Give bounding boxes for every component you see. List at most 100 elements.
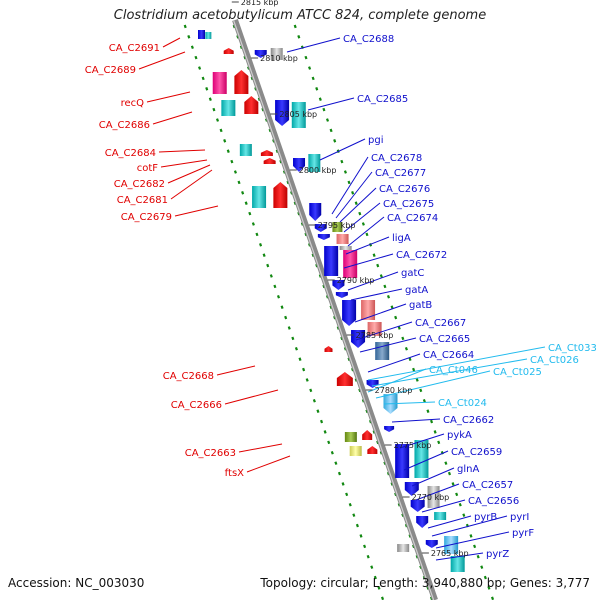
ruler-label: 2810 kbp [260, 54, 298, 63]
gene-feature-34 [366, 380, 379, 388]
gene-feature-27 [332, 280, 345, 290]
gene-feature-4 [212, 72, 227, 94]
right-gene-leader [399, 433, 445, 449]
backbone-highlight [232, 19, 435, 600]
genome-summary-text: Topology: circular; Length: 3,940,880 bp… [260, 576, 590, 590]
gene-feature-7 [244, 96, 259, 114]
gene-feature-6 [221, 100, 236, 116]
gene-feature-11 [252, 186, 267, 208]
gene-feature-52 [425, 540, 438, 548]
gene-feature-18 [308, 154, 321, 172]
rna-gene-leader [371, 358, 528, 387]
rna-gene-leader [375, 370, 491, 399]
gene-feature-33 [375, 342, 390, 360]
gene-feature-14 [270, 48, 283, 60]
right-gene-leader [331, 156, 369, 215]
ruler-label: 2795 kbp [318, 221, 356, 230]
gene-feature-21 [317, 234, 330, 240]
ruler-label: 2815 kbp [241, 0, 279, 7]
gene-feature-45 [404, 482, 419, 496]
map-title: Clostridium acetobutylicum ATCC 824, com… [113, 8, 487, 23]
left-gene-label: CA_C2682 [114, 179, 165, 190]
right-gene-label: CA_C2657 [462, 480, 513, 491]
left-gene-label: CA_C2681 [117, 195, 168, 206]
left-gene-label: CA_C2663 [185, 448, 236, 459]
left-gene-leader [152, 111, 193, 125]
left-gene-label: CA_C2679 [121, 212, 172, 223]
gene-feature-16 [291, 102, 306, 128]
right-gene-leader [427, 515, 472, 529]
gene-feature-42 [384, 426, 395, 432]
left-gene-leader [238, 443, 283, 453]
right-gene-label: CA_C2688 [343, 34, 394, 45]
left-gene-leader [170, 169, 213, 200]
gene-feature-3 [223, 48, 234, 54]
gene-feature-13 [254, 50, 267, 58]
strand-line-1 [183, 24, 385, 600]
right-gene-label: pyrZ [486, 549, 509, 560]
ruler-label: 2790 kbp [337, 276, 375, 285]
right-gene-leader [335, 171, 373, 219]
right-gene-label: CA_C2664 [423, 350, 474, 361]
right-gene-label: CA_C2662 [443, 415, 494, 426]
gene-feature-30 [361, 300, 376, 320]
right-gene-label: gatC [401, 268, 424, 279]
gene-feature-36 [324, 346, 333, 352]
gene-feature-23 [336, 234, 349, 244]
gene-feature-24 [339, 246, 352, 250]
rna-gene-leader [367, 368, 427, 393]
ruler-label: 2785 kbp [356, 331, 394, 340]
left-gene-leader [158, 149, 206, 153]
right-gene-leader [347, 216, 385, 247]
right-gene-leader [435, 552, 484, 561]
right-gene-label: CA_C2675 [383, 199, 434, 210]
right-gene-leader [350, 288, 403, 301]
gene-feature-46 [427, 486, 440, 508]
left-gene-label: cotF [137, 163, 159, 174]
genome-backbone [232, 19, 438, 600]
right-gene-leader [403, 450, 449, 471]
right-gene-label: CA_C2674 [387, 213, 438, 224]
right-gene-label: ligA [392, 233, 411, 244]
rna-gene-label: CA_Ct026 [530, 355, 579, 366]
right-gene-leader [319, 138, 366, 161]
right-gene-leader [347, 271, 399, 291]
rna-gene-label: CA_Ct033 [548, 343, 597, 354]
right-gene-label: gatB [409, 300, 432, 311]
gene-feature-1 [198, 30, 206, 39]
gene-feature-10 [263, 158, 276, 164]
right-gene-leader [421, 499, 466, 513]
strand-line-3 [293, 24, 495, 600]
gene-feature-5 [234, 70, 249, 94]
left-gene-leader [146, 91, 191, 103]
gene-feature-47 [410, 500, 425, 512]
gene-feature-53 [397, 544, 410, 552]
ruler-label: 2805 kbp [279, 110, 317, 119]
ruler-label: 2775 kbp [394, 441, 432, 450]
left-gene-label: CA_C2666 [171, 400, 222, 411]
right-gene-leader [307, 97, 355, 111]
left-gene-label: recQ [121, 98, 145, 109]
right-gene-leader [411, 467, 455, 487]
left-gene-leader [224, 389, 279, 405]
right-gene-leader [435, 531, 510, 549]
gene-feature-48 [416, 516, 429, 528]
gene-feature-15 [275, 100, 290, 126]
accession-text: Accession: NC_003030 [8, 576, 145, 590]
right-gene-leader [355, 321, 413, 341]
gene-feature-37 [336, 372, 353, 386]
right-gene-label: CA_C2685 [357, 94, 408, 105]
rna-gene-label: CA_Ct025 [493, 367, 542, 378]
right-gene-leader [415, 483, 460, 501]
gene-feature-19 [309, 203, 322, 221]
feature-track [198, 30, 465, 572]
left-gene-leader [162, 37, 181, 48]
gene-feature-40 [349, 446, 362, 456]
right-gene-label: CA_C2667 [415, 318, 466, 329]
left-gene-leader [174, 205, 219, 217]
left-gene-label: CA_C2686 [99, 120, 150, 131]
left-gene-label: CA_C2684 [105, 148, 156, 159]
right-gene-leader [359, 337, 417, 353]
gene-feature-38 [344, 432, 357, 442]
